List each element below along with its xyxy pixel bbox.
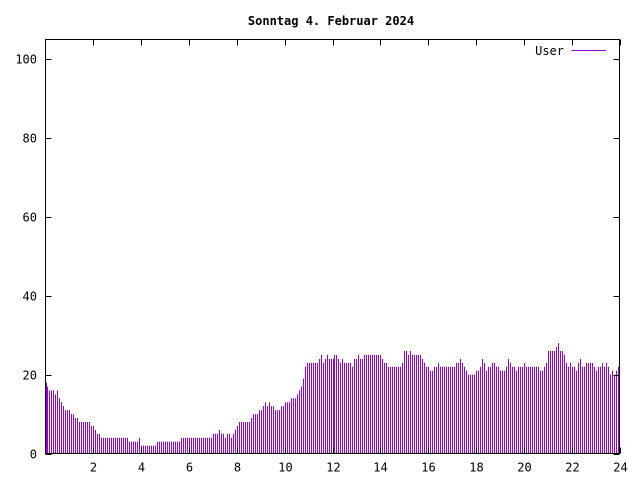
- y-tick-label-1: 20: [23, 369, 37, 383]
- legend-label-user: User: [535, 44, 564, 58]
- y-tick-label-4: 80: [23, 132, 37, 146]
- x-tick-label-1: 4: [138, 461, 145, 475]
- legend: User: [535, 44, 606, 58]
- y-tick-label-5: 100: [15, 53, 37, 67]
- chart-title: Sonntag 4. Februar 2024: [248, 14, 414, 28]
- x-tick-label-3: 8: [234, 461, 241, 475]
- x-tick-label-6: 14: [373, 461, 387, 475]
- x-tick-label-0: 2: [90, 461, 97, 475]
- x-tick-label-10: 22: [565, 461, 579, 475]
- x-tick-label-5: 12: [326, 461, 340, 475]
- y-tick-label-3: 60: [23, 211, 37, 225]
- bars-group: [46, 343, 619, 454]
- x-tick-label-4: 10: [278, 461, 292, 475]
- x-tick-label-9: 20: [517, 461, 531, 475]
- x-tick-label-7: 16: [421, 461, 435, 475]
- y-tick-label-2: 40: [23, 290, 37, 304]
- y-tick-label-0: 0: [30, 448, 37, 462]
- x-tick-label-8: 18: [469, 461, 483, 475]
- x-tick-label-11: 24: [613, 461, 627, 475]
- x-tick-label-2: 6: [186, 461, 193, 475]
- plot-frame: [45, 39, 620, 454]
